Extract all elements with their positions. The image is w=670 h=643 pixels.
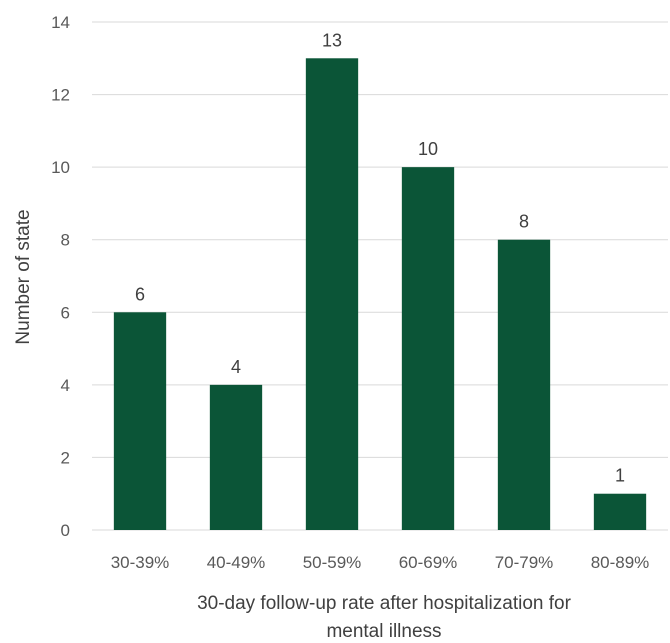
data-label-30-39%: 6 [135, 284, 145, 304]
gridlines [92, 21, 668, 531]
y-tick-label: 6 [61, 303, 70, 322]
bar-80-89% [593, 493, 647, 530]
y-tick-label: 12 [51, 86, 70, 105]
x-tick-label-70-79%: 70-79% [495, 553, 554, 572]
data-labels: 6 4 13 10 8 1 [135, 30, 625, 485]
y-tick-label: 14 [51, 13, 70, 32]
y-tick-label: 10 [51, 158, 70, 177]
y-tick-label: 4 [61, 376, 70, 395]
data-label-50-59%: 13 [322, 30, 342, 50]
x-tick-label-50-59%: 50-59% [303, 553, 362, 572]
x-tick-label-80-89%: 80-89% [591, 553, 650, 572]
y-tick-label: 2 [61, 448, 70, 467]
x-axis-title-line-2: mental illness [326, 621, 441, 642]
x-axis-title-line-1: 30-day follow-up rate after hospitalizat… [197, 593, 572, 614]
x-tick-label-30-39%: 30-39% [111, 553, 170, 572]
data-label-70-79%: 8 [519, 212, 529, 232]
x-axis-ticks: 30-39% 40-49% 50-59% 60-69% 70-79% 80-89% [111, 553, 650, 572]
bar-70-79% [497, 239, 551, 530]
y-tick-label: 0 [61, 521, 70, 540]
data-label-60-69%: 10 [418, 139, 438, 159]
data-label-80-89%: 1 [615, 466, 625, 486]
bar-50-59% [305, 58, 359, 531]
bars [113, 58, 647, 531]
bar-60-69% [401, 167, 455, 530]
y-axis-title: Number of state [13, 209, 34, 344]
x-tick-label-60-69%: 60-69% [399, 553, 458, 572]
y-axis-ticks: 0 2 4 6 8 10 12 14 [51, 13, 70, 540]
bar-40-49% [209, 384, 263, 530]
bar-30-39% [113, 312, 167, 530]
y-tick-label: 8 [61, 231, 70, 250]
data-label-40-49%: 4 [231, 357, 241, 377]
x-tick-label-40-49%: 40-49% [207, 553, 266, 572]
